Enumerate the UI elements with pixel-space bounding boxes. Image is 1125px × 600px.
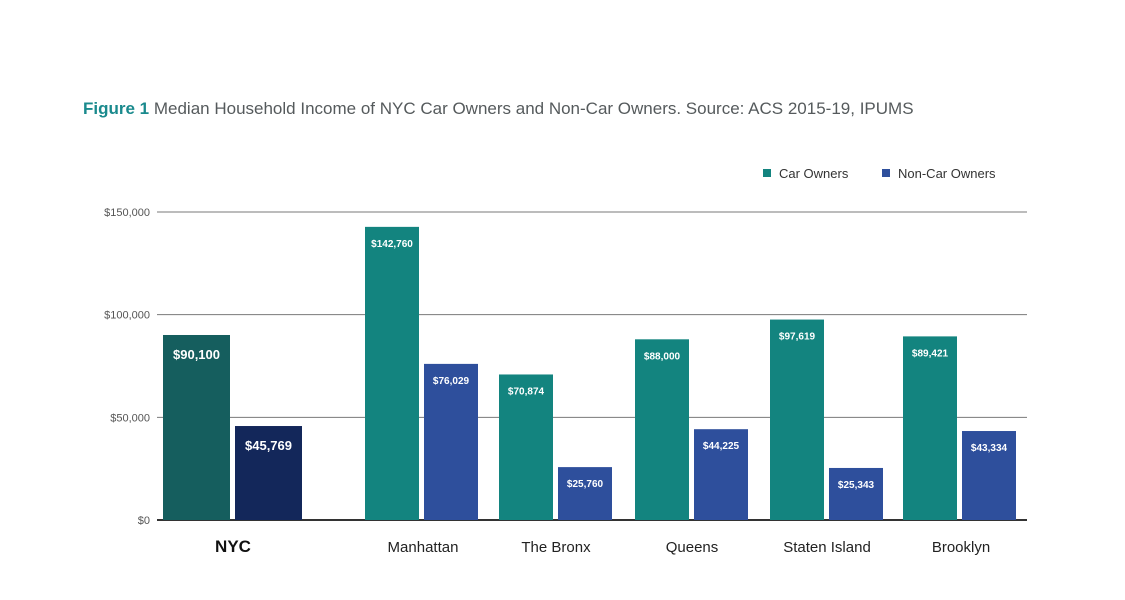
data-label: $43,334 [971,443,1008,454]
bar-car-owners [499,374,553,520]
bar-non-car-owners [829,467,883,520]
bar-non-car-owners [235,426,302,520]
y-tick-label: $100,000 [104,310,150,322]
x-tick-label: Queens [666,539,719,556]
data-label: $142,760 [371,239,413,250]
figure-caption: Median Household Income of NYC Car Owner… [153,99,914,118]
bar-non-car-owners [558,467,612,520]
data-label: $45,769 [245,438,292,453]
bar-non-car-owners [424,363,478,520]
x-tick-label: Brooklyn [932,539,990,556]
data-label: $76,029 [433,376,470,387]
data-label: $90,100 [173,347,220,362]
bar-car-owners [163,334,230,520]
legend-label: Non-Car Owners [898,166,996,181]
figure-label: Figure 1 [83,99,150,118]
bar-car-owners [635,339,689,520]
data-label: $88,000 [644,351,681,362]
data-label: $25,343 [838,480,875,491]
x-tick-label: NYC [215,537,251,556]
legend-swatch [882,169,890,177]
data-label: $97,619 [779,332,816,343]
chart-title: Figure 1 Median Household Income of NYC … [83,99,914,119]
y-tick-label: $150,000 [104,207,150,219]
x-tick-label: The Bronx [521,539,591,556]
bar-car-owners [903,336,957,520]
legend-label: Car Owners [779,166,849,181]
x-tick-label: Manhattan [388,539,459,556]
bar-car-owners [365,226,419,520]
x-tick-label: Staten Island [783,539,871,556]
data-label: $44,225 [703,441,740,452]
data-label: $89,421 [912,348,949,359]
bar-non-car-owners [962,431,1016,520]
data-label: $70,874 [508,386,545,397]
y-tick-label: $0 [138,515,150,527]
bar-car-owners [770,319,824,520]
legend-swatch [763,169,771,177]
bar-non-car-owners [694,429,748,520]
y-tick-label: $50,000 [110,412,150,424]
data-label: $25,760 [567,479,604,490]
